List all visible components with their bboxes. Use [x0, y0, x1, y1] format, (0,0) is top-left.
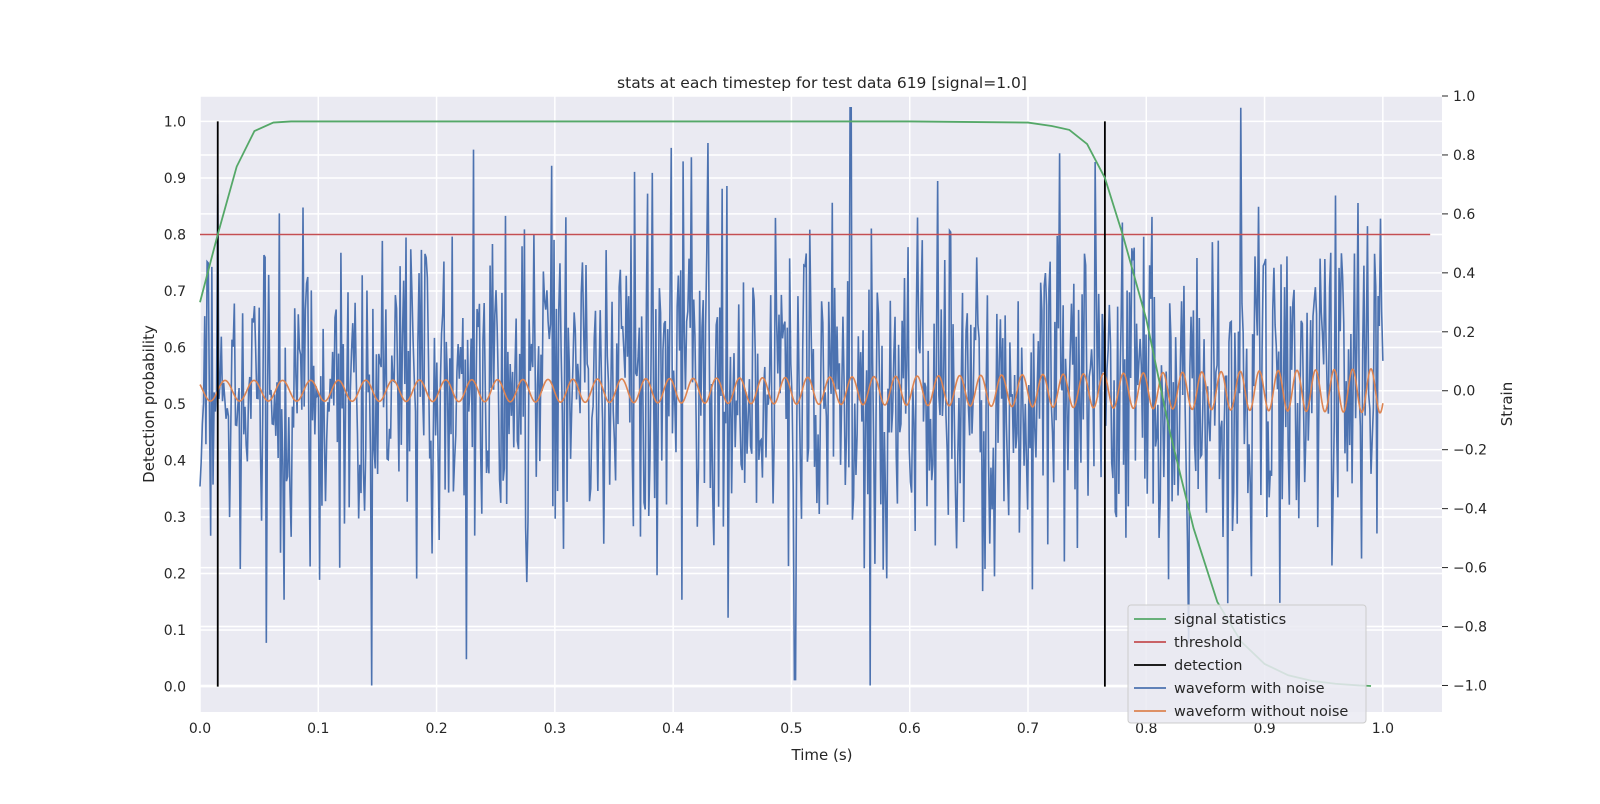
x-tick-label: 0.1	[307, 721, 329, 737]
x-tick-label: 0.7	[1017, 721, 1039, 737]
y-tick-label: 0.7	[164, 284, 186, 300]
y2-axis-ticks: 1.0 0.8 0.6 0.4 0.2 0.0 −0.2 −0.4 −0.6 −0.8 −1.0	[1442, 89, 1487, 694]
y2-axis-label: Strain	[1498, 382, 1516, 426]
y2-tick-label: 0.0	[1453, 384, 1475, 400]
y-tick-label: 0.1	[164, 623, 186, 639]
x-tick-label: 0.0	[189, 721, 211, 737]
x-tick-label: 0.5	[780, 721, 802, 737]
legend-label: waveform with noise	[1174, 681, 1325, 697]
y2-tick-label: 0.6	[1453, 207, 1475, 223]
y2-tick-label: −0.4	[1453, 502, 1487, 518]
y2-tick-label: −1.0	[1453, 678, 1487, 694]
x-tick-label: 0.2	[425, 721, 447, 737]
legend-label: threshold	[1174, 635, 1242, 651]
y-axis-label: Detection probability	[140, 325, 158, 483]
y2-tick-label: 0.2	[1453, 325, 1475, 341]
legend-label: waveform without noise	[1174, 704, 1348, 720]
chart-title: stats at each timestep for test data 619…	[617, 74, 1027, 92]
y-tick-label: 0.6	[164, 340, 186, 356]
y-tick-label: 0.5	[164, 397, 186, 413]
x-tick-label: 0.8	[1135, 721, 1157, 737]
y2-tick-label: −0.8	[1453, 620, 1487, 636]
y2-tick-label: 0.4	[1453, 266, 1475, 282]
y-tick-label: 0.4	[164, 454, 186, 470]
legend-box	[1127, 604, 1367, 724]
y-tick-label: 0.2	[164, 567, 186, 583]
y-axis-ticks: 0.0 0.1 0.2 0.3 0.4 0.5 0.6 0.7 0.8 0.9 1.0	[164, 114, 186, 695]
x-tick-label: 0.4	[662, 721, 684, 737]
legend: signal statistics threshold detection wavef…	[1127, 604, 1367, 724]
legend-label: detection	[1174, 658, 1242, 674]
y-tick-label: 0.3	[164, 510, 186, 526]
y-tick-label: 0.8	[164, 227, 186, 243]
x-tick-label: 0.6	[899, 721, 921, 737]
x-tick-label: 1.0	[1372, 721, 1394, 737]
x-tick-label: 0.9	[1253, 721, 1275, 737]
y-tick-label: 1.0	[164, 114, 186, 130]
y-tick-label: 0.0	[164, 680, 186, 696]
y2-tick-label: 1.0	[1453, 89, 1475, 105]
series-waveform-with-noise	[199, 106, 1384, 686]
y2-tick-label: 0.8	[1453, 148, 1475, 164]
y2-tick-label: −0.2	[1453, 443, 1487, 459]
legend-label: signal statistics	[1174, 612, 1286, 628]
y2-tick-label: −0.6	[1453, 561, 1487, 577]
x-axis-ticks: 0.0 0.1 0.2 0.3 0.4 0.5 0.6 0.7 0.8 0.9 1.0	[189, 721, 1394, 737]
x-tick-label: 0.3	[544, 721, 566, 737]
series-waveform-without-noise	[199, 367, 1384, 414]
y-tick-label: 0.9	[164, 171, 186, 187]
x-axis-label: Time (s)	[791, 746, 853, 764]
